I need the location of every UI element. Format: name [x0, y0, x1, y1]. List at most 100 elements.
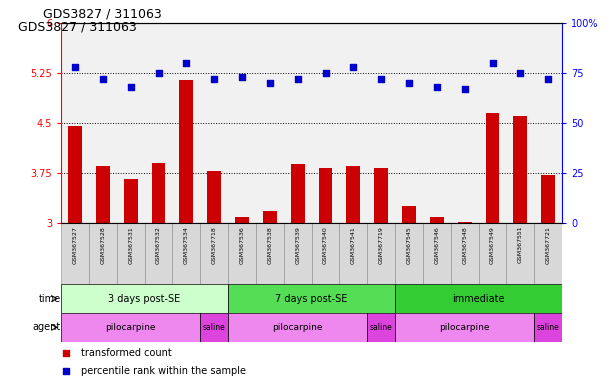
- FancyBboxPatch shape: [478, 223, 507, 284]
- Text: 3 days post-SE: 3 days post-SE: [109, 293, 181, 304]
- Bar: [291, 164, 305, 223]
- Point: [265, 80, 275, 86]
- Bar: [451, 23, 478, 223]
- Bar: [340, 23, 367, 223]
- Point: [70, 64, 80, 70]
- Text: saline: saline: [370, 323, 393, 332]
- Bar: [513, 116, 527, 223]
- FancyBboxPatch shape: [451, 223, 478, 284]
- Bar: [486, 113, 500, 223]
- FancyBboxPatch shape: [61, 284, 228, 313]
- FancyBboxPatch shape: [145, 223, 172, 284]
- FancyBboxPatch shape: [172, 223, 200, 284]
- Bar: [402, 206, 416, 223]
- Text: GSM367719: GSM367719: [379, 226, 384, 264]
- FancyBboxPatch shape: [284, 223, 312, 284]
- Point: [543, 76, 553, 82]
- Point: [98, 76, 108, 82]
- Point: [321, 70, 331, 76]
- Bar: [207, 171, 221, 223]
- Bar: [423, 23, 451, 223]
- Point: [126, 84, 136, 90]
- Text: pilocarpine: pilocarpine: [273, 323, 323, 332]
- Bar: [534, 23, 562, 223]
- Point: [293, 76, 302, 82]
- Text: GSM367528: GSM367528: [100, 226, 105, 263]
- Text: GSM367540: GSM367540: [323, 226, 328, 263]
- Bar: [395, 23, 423, 223]
- FancyBboxPatch shape: [423, 223, 451, 284]
- FancyBboxPatch shape: [228, 223, 256, 284]
- Point: [237, 74, 247, 80]
- Text: GSM367545: GSM367545: [406, 226, 412, 263]
- Text: GSM367536: GSM367536: [240, 226, 244, 263]
- Bar: [256, 23, 284, 223]
- Bar: [430, 217, 444, 223]
- Point: [153, 70, 163, 76]
- Point: [61, 350, 71, 356]
- Bar: [61, 23, 89, 223]
- Point: [460, 86, 470, 92]
- Point: [348, 64, 358, 70]
- Text: transformed count: transformed count: [81, 348, 172, 358]
- Text: GSM367541: GSM367541: [351, 226, 356, 263]
- FancyBboxPatch shape: [312, 223, 340, 284]
- FancyBboxPatch shape: [534, 223, 562, 284]
- Bar: [346, 166, 360, 223]
- Bar: [200, 23, 228, 223]
- FancyBboxPatch shape: [61, 313, 200, 342]
- Text: agent: agent: [33, 322, 61, 333]
- Bar: [123, 179, 137, 223]
- Text: GSM367531: GSM367531: [128, 226, 133, 263]
- Text: GSM367549: GSM367549: [490, 226, 495, 264]
- Bar: [312, 23, 340, 223]
- Text: GSM367721: GSM367721: [546, 226, 551, 264]
- Text: GSM367546: GSM367546: [434, 226, 439, 263]
- Text: percentile rank within the sample: percentile rank within the sample: [81, 366, 246, 376]
- Bar: [145, 23, 172, 223]
- Text: GSM367718: GSM367718: [211, 226, 217, 263]
- Bar: [284, 23, 312, 223]
- Bar: [507, 23, 534, 223]
- Text: GSM367551: GSM367551: [518, 226, 523, 263]
- FancyBboxPatch shape: [395, 284, 562, 313]
- FancyBboxPatch shape: [228, 284, 395, 313]
- Text: GSM367539: GSM367539: [295, 226, 300, 264]
- Text: GDS3827 / 311063: GDS3827 / 311063: [43, 7, 161, 20]
- FancyBboxPatch shape: [340, 223, 367, 284]
- Bar: [152, 163, 166, 223]
- Bar: [228, 23, 256, 223]
- FancyBboxPatch shape: [228, 313, 367, 342]
- Text: GDS3827 / 311063: GDS3827 / 311063: [18, 21, 137, 34]
- Bar: [458, 222, 472, 223]
- FancyBboxPatch shape: [117, 223, 145, 284]
- FancyBboxPatch shape: [534, 313, 562, 342]
- Point: [516, 70, 525, 76]
- FancyBboxPatch shape: [507, 223, 534, 284]
- Text: pilocarpine: pilocarpine: [439, 323, 490, 332]
- Bar: [263, 211, 277, 223]
- FancyBboxPatch shape: [200, 223, 228, 284]
- Bar: [235, 217, 249, 223]
- Bar: [541, 175, 555, 223]
- Text: saline: saline: [203, 323, 225, 332]
- Bar: [172, 23, 200, 223]
- Bar: [117, 23, 145, 223]
- Bar: [180, 79, 193, 223]
- FancyBboxPatch shape: [395, 223, 423, 284]
- Text: GSM367527: GSM367527: [73, 226, 78, 264]
- Bar: [374, 168, 388, 223]
- FancyBboxPatch shape: [61, 223, 89, 284]
- FancyBboxPatch shape: [89, 223, 117, 284]
- Point: [488, 60, 497, 66]
- FancyBboxPatch shape: [200, 313, 228, 342]
- Point: [61, 367, 71, 374]
- Point: [404, 80, 414, 86]
- Text: time: time: [39, 293, 61, 304]
- Text: 7 days post-SE: 7 days post-SE: [276, 293, 348, 304]
- Point: [376, 76, 386, 82]
- Point: [181, 60, 191, 66]
- Bar: [478, 23, 507, 223]
- Text: pilocarpine: pilocarpine: [106, 323, 156, 332]
- Bar: [96, 166, 110, 223]
